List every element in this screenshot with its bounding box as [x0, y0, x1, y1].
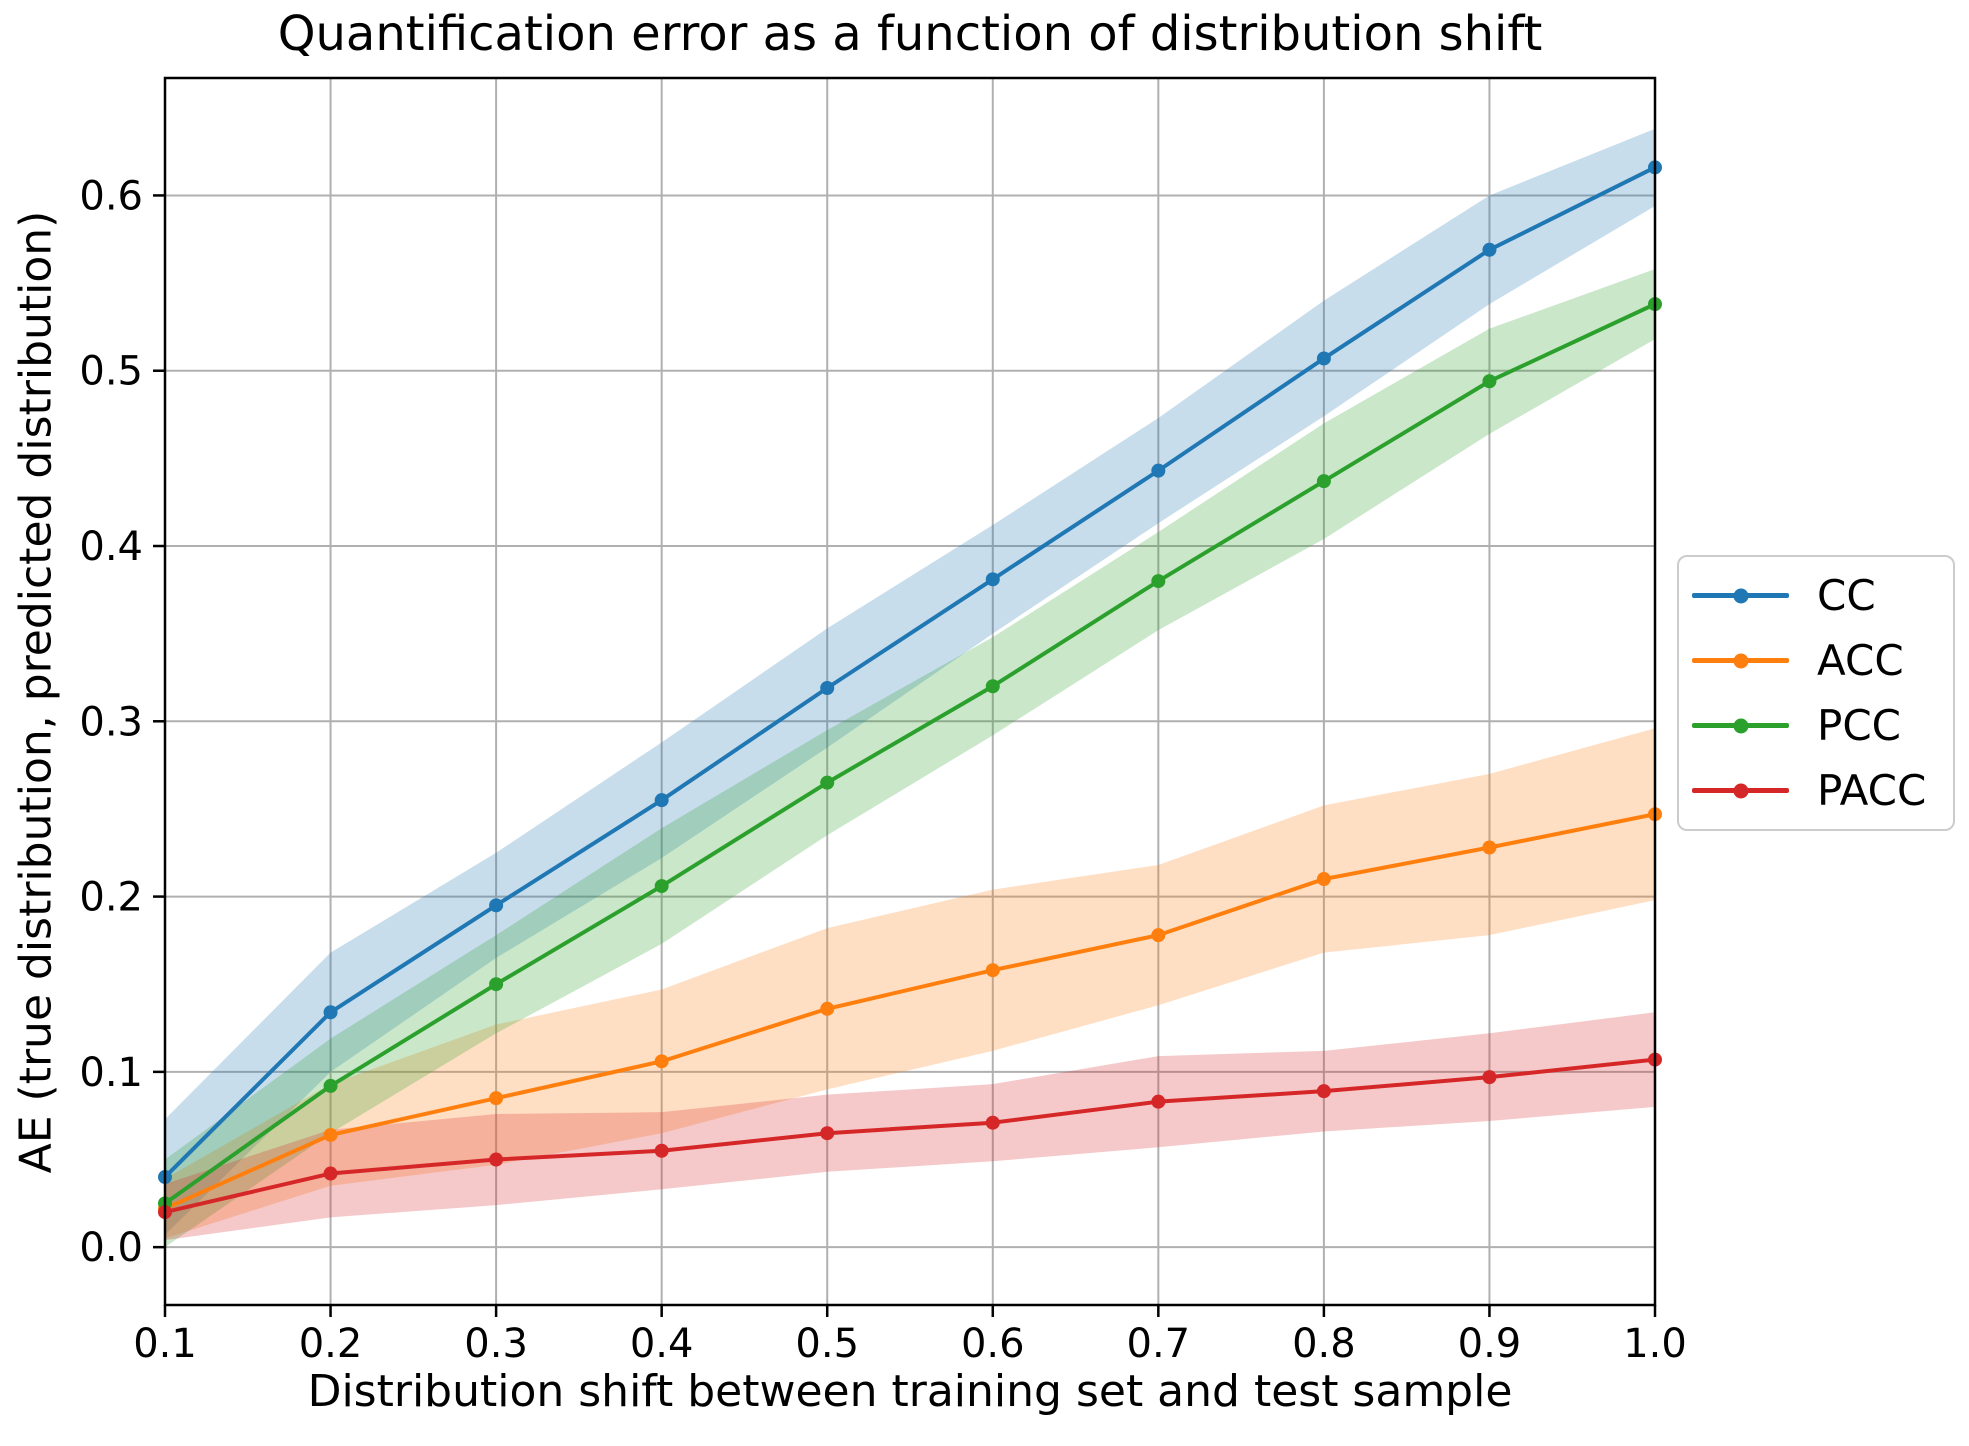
series-marker-cc	[985, 572, 1000, 587]
legend-line-sample-pcc	[1692, 718, 1789, 733]
series-marker-cc	[489, 898, 504, 913]
confidence-band-acc	[165, 728, 1655, 1239]
series-marker-acc	[1151, 928, 1166, 943]
y-tick-label: 0.0	[79, 1225, 143, 1271]
y-tick-label: 0.1	[79, 1050, 143, 1096]
x-tick-label: 0.7	[1127, 1321, 1191, 1367]
series-line-acc	[163, 812, 1657, 1211]
series-marker-acc	[1482, 840, 1497, 855]
series-marker-pacc	[820, 1126, 835, 1141]
y-tick-label: 0.4	[79, 524, 143, 570]
series-marker-pcc	[820, 775, 835, 790]
legend-label-acc: ACC	[1817, 635, 1904, 685]
series-marker-pcc	[1482, 374, 1497, 389]
series-marker-pcc	[489, 977, 504, 992]
y-tick-label: 0.3	[79, 699, 143, 745]
y-tick-label: 0.6	[79, 173, 143, 219]
x-tick-label: 0.4	[630, 1321, 694, 1367]
x-tick-label: 0.3	[464, 1321, 528, 1367]
x-tick-label: 0.9	[1458, 1321, 1522, 1367]
series-marker-cc	[820, 680, 835, 695]
x-tick-label: 0.5	[795, 1321, 859, 1367]
series-line-pacc	[163, 1057, 1657, 1215]
legend-line-sample-cc	[1692, 588, 1789, 603]
series-marker-pacc	[654, 1143, 669, 1158]
series-marker-pcc	[1151, 574, 1166, 589]
y-axis-label: AE (true distribution, predicted distrib…	[10, 210, 62, 1174]
x-axis-label: Distribution shift between training set …	[307, 1366, 1513, 1417]
series-marker-cc	[654, 793, 669, 808]
y-tick-label: 0.2	[79, 875, 143, 921]
series-marker-acc	[489, 1091, 504, 1106]
series-marker-pacc	[1151, 1094, 1166, 1109]
series-line-pcc	[163, 302, 1657, 1206]
legend-label-pcc: PCC	[1817, 700, 1901, 750]
series-marker-acc	[654, 1054, 669, 1069]
series-marker-pacc	[1316, 1084, 1331, 1099]
x-tick-label: 0.2	[299, 1321, 363, 1367]
x-tick-label: 0.8	[1292, 1321, 1356, 1367]
legend-marker-dot-cc	[1733, 588, 1748, 603]
x-tick-label: 0.6	[961, 1321, 1025, 1367]
confidence-band-cc	[165, 128, 1655, 1235]
series-marker-acc	[820, 1001, 835, 1016]
y-tick-label: 0.5	[79, 349, 143, 395]
series-marker-acc	[985, 963, 1000, 978]
legend-label-pacc: PACC	[1817, 765, 1927, 815]
series-marker-pcc	[985, 679, 1000, 694]
legend-marker-dot-pacc	[1733, 783, 1748, 798]
series-marker-acc	[1316, 872, 1331, 887]
series-marker-cc	[1482, 242, 1497, 257]
series-marker-pacc	[985, 1115, 1000, 1130]
legend-line-sample-acc	[1692, 653, 1789, 668]
series-marker-pacc	[489, 1152, 504, 1167]
legend-row-cc: CC	[1679, 570, 1953, 620]
confidence-band-pcc	[165, 269, 1655, 1248]
legend: CC ACC PCC PACC	[1677, 555, 1955, 831]
series-marker-pcc	[1316, 474, 1331, 489]
legend-marker-dot-acc	[1733, 653, 1748, 668]
legend-row-acc: ACC	[1679, 635, 1953, 685]
legend-line-sample-pacc	[1692, 783, 1789, 798]
series-marker-pcc	[323, 1078, 338, 1093]
series-line-cc	[163, 165, 1657, 1180]
legend-marker-dot-pcc	[1733, 718, 1748, 733]
chart-title: Quantification error as a function of di…	[277, 6, 1543, 62]
series-marker-pacc	[1482, 1070, 1497, 1085]
series-marker-cc	[1151, 463, 1166, 478]
axes-spines	[163, 76, 1657, 1307]
series-marker-pacc	[323, 1166, 338, 1181]
x-tick-label: 1.0	[1623, 1321, 1687, 1367]
legend-row-pacc: PACC	[1679, 765, 1953, 815]
series-marker-cc	[1316, 351, 1331, 366]
series-marker-pcc	[654, 879, 669, 894]
x-tick-label: 0.1	[133, 1321, 197, 1367]
series-marker-acc	[323, 1127, 338, 1142]
legend-row-pcc: PCC	[1679, 700, 1953, 750]
series-marker-cc	[323, 1005, 338, 1020]
legend-label-cc: CC	[1817, 570, 1876, 620]
